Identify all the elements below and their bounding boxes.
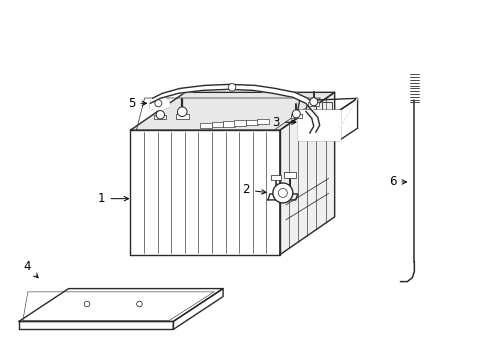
- Polygon shape: [150, 96, 170, 110]
- Bar: [223, 121, 234, 127]
- Polygon shape: [130, 130, 279, 255]
- Circle shape: [272, 183, 292, 203]
- Text: 2: 2: [242, 184, 265, 197]
- Circle shape: [84, 301, 90, 307]
- Polygon shape: [150, 84, 314, 110]
- Polygon shape: [305, 110, 319, 133]
- Circle shape: [309, 98, 317, 106]
- Bar: [256, 119, 268, 124]
- Bar: [211, 122, 223, 127]
- Text: 4: 4: [24, 260, 38, 278]
- Bar: [308, 102, 319, 106]
- Bar: [270, 175, 280, 180]
- Circle shape: [228, 84, 235, 91]
- Polygon shape: [297, 110, 339, 140]
- Polygon shape: [339, 98, 357, 128]
- Text: 6: 6: [388, 175, 406, 189]
- Circle shape: [155, 100, 162, 107]
- Bar: [283, 172, 295, 178]
- Bar: [200, 123, 212, 128]
- Polygon shape: [130, 92, 334, 130]
- Text: 5: 5: [128, 97, 146, 110]
- Circle shape: [177, 107, 186, 117]
- Text: 3: 3: [272, 116, 295, 129]
- Circle shape: [292, 110, 300, 118]
- Text: 1: 1: [98, 192, 128, 205]
- Bar: [245, 120, 257, 125]
- Bar: [234, 120, 245, 126]
- Circle shape: [137, 301, 142, 307]
- Bar: [154, 115, 166, 119]
- Bar: [175, 114, 188, 119]
- Bar: [290, 114, 301, 118]
- Polygon shape: [279, 92, 334, 255]
- Circle shape: [278, 189, 287, 197]
- Polygon shape: [19, 289, 223, 321]
- Circle shape: [156, 111, 164, 119]
